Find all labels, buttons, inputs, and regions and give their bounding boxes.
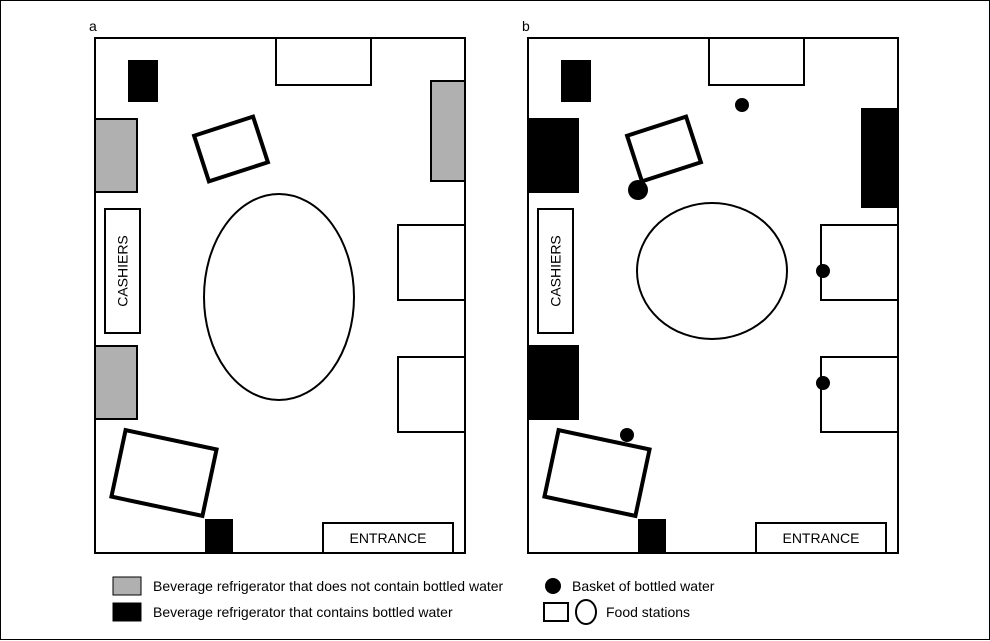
panel-a-shape-3: [431, 81, 465, 181]
panel-b-shape-1: [709, 38, 804, 85]
panel-a-shape-5-label: CASHIERS: [115, 235, 131, 307]
legend-text: Beverage refrigerator that does not cont…: [153, 578, 504, 594]
panel-b-shape-2: [528, 119, 578, 192]
panel-a-shape-11: [206, 520, 232, 553]
panel-a-shape-8: [398, 357, 465, 432]
panel-b-shape-16: [816, 376, 830, 390]
panel-b-shape-3: [862, 109, 898, 207]
diagram-container: a CASHIERS ENTRANCE b CASHIERS ENTRANCE Bevera…: [0, 0, 990, 640]
panel-b-shape-5-label: CASHIERS: [548, 235, 564, 307]
panel-b-shape-10: [544, 430, 649, 516]
legend-text: Basket of bottled water: [572, 578, 715, 594]
panel-b-shape-6: [528, 346, 578, 419]
panel-b-shape-12-label: ENTRANCE: [782, 530, 859, 546]
panel-label-b: b: [522, 18, 530, 34]
panel-b-shape-15: [816, 264, 830, 278]
panel-b-shape-9: [637, 203, 787, 339]
legend-rect-icon: [544, 603, 568, 621]
panel-label-a: a: [89, 18, 97, 34]
panel-a-shape-12-label: ENTRANCE: [349, 530, 426, 546]
floorplan-svg: a CASHIERS ENTRANCE b CASHIERS ENTRANCE Bevera…: [1, 1, 990, 641]
panel-a-shape-4: [194, 117, 268, 182]
legend-left-0: Beverage refrigerator that does not cont…: [113, 577, 504, 595]
panel-a-shape-10: [111, 430, 216, 516]
panel-b-shape-13: [735, 98, 749, 112]
legend-left-1: Beverage refrigerator that contains bott…: [113, 603, 453, 621]
panel-b-shape-17: [620, 428, 634, 442]
legend-dot-icon: [545, 578, 561, 594]
legend-right-1: Food stations: [544, 600, 690, 624]
panel-b-shape-14: [628, 180, 648, 200]
legend-swatch: [113, 577, 141, 595]
panel-b-shape-4: [627, 117, 701, 182]
legend-right-0: Basket of bottled water: [545, 578, 715, 594]
legend-ellipse-icon: [576, 600, 596, 624]
panel-b-shape-0: [562, 61, 590, 101]
legend-text: Food stations: [606, 604, 690, 620]
legend-swatch: [113, 603, 141, 621]
panel-a-shape-2: [95, 119, 137, 192]
legend-text: Beverage refrigerator that contains bott…: [153, 604, 453, 620]
panel-a-shape-0: [129, 61, 157, 101]
panel-a-shape-6: [95, 346, 137, 419]
panel-a-shape-1: [276, 38, 371, 85]
panel-a-shape-9: [204, 194, 354, 400]
panel-b-shape-11: [639, 520, 665, 553]
panel-a-shape-7: [398, 225, 465, 300]
panel-b-shape-8: [821, 357, 898, 432]
panel-b-shape-7: [821, 225, 898, 300]
